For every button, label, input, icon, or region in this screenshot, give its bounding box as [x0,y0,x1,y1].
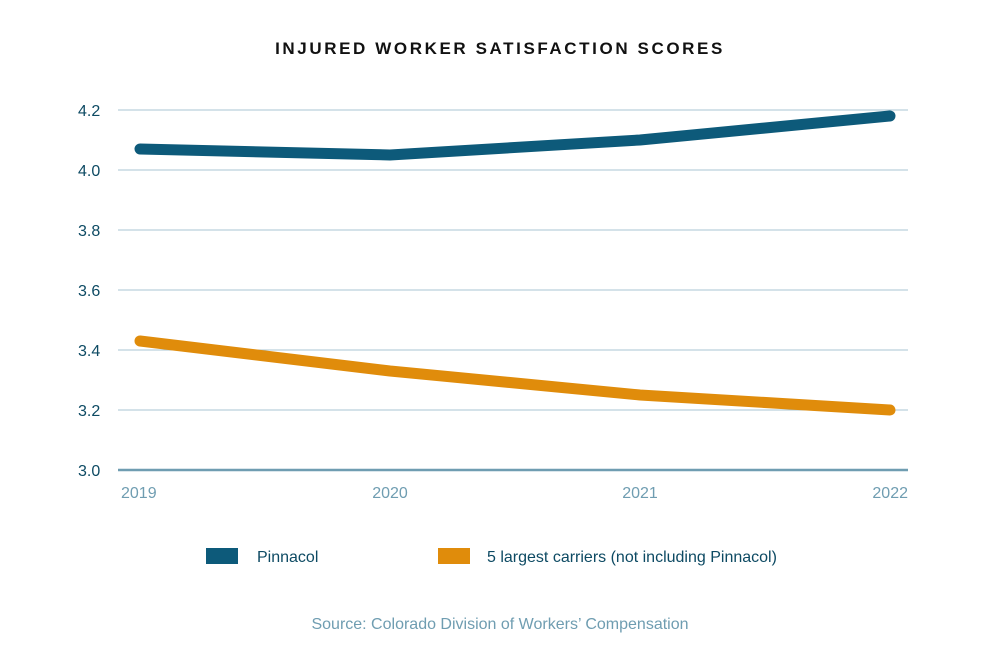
legend-label-5-largest-carriers: 5 largest carriers (not including Pinnac… [487,549,777,566]
y-tick-label: 4.2 [78,103,100,120]
legend-swatch-pinnacol [206,548,238,564]
y-tick-label: 3.0 [78,463,100,480]
series-line-5-largest-carriers [134,335,896,416]
series-line-pinnacol [134,110,896,161]
y-tick-label: 4.0 [78,163,100,180]
y-tick-label: 3.8 [78,223,100,240]
y-tick-label: 3.4 [78,343,100,360]
y-tick-label: 3.6 [78,283,100,300]
x-tick-label: 2019 [121,485,157,502]
x-axis-ticks: 2019 2020 2021 2022 [121,485,908,502]
x-tick-label: 2021 [622,485,658,502]
legend: Pinnacol 5 largest carriers (not includi… [206,548,777,566]
source-note: Source: Colorado Division of Workers’ Co… [311,616,688,633]
y-tick-label: 3.2 [78,403,100,420]
y-axis-ticks: 3.0 3.2 3.4 3.6 3.8 4.0 4.2 [78,103,100,480]
legend-label-pinnacol: Pinnacol [257,549,318,566]
x-tick-label: 2022 [872,485,908,502]
series-lines [134,110,896,416]
chart-title: INJURED WORKER SATISFACTION SCORES [275,39,725,58]
x-tick-label: 2020 [372,485,408,502]
gridlines [118,109,908,472]
legend-swatch-5-largest-carriers [438,548,470,564]
